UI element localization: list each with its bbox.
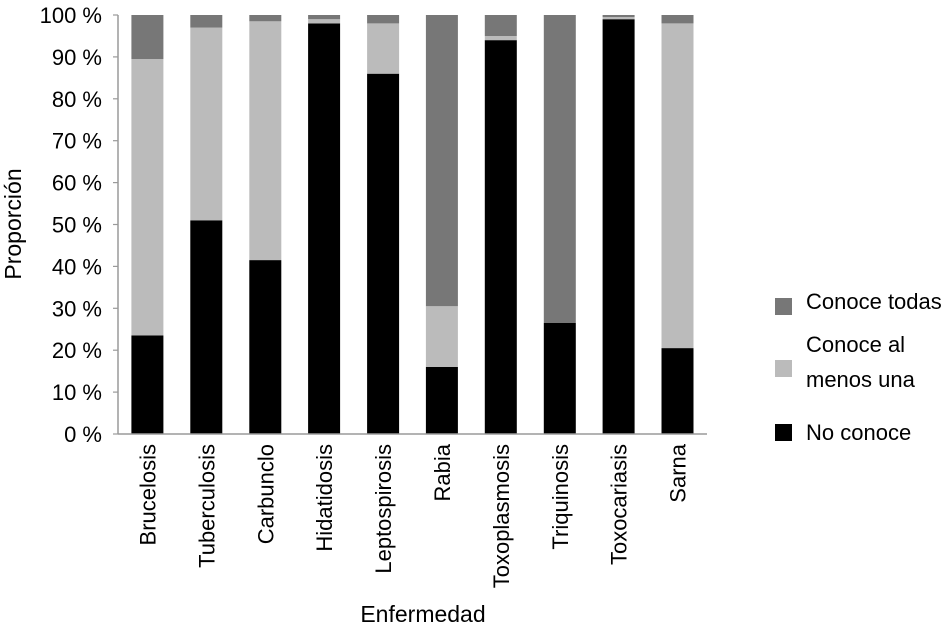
y-axis-title: Proporción	[0, 168, 26, 279]
bar-brucelosis-no-conoce	[131, 335, 164, 434]
bar-sarna-conoce-al-menos-una	[661, 23, 694, 349]
legend-label-conoce-todas: Conoce todas	[806, 289, 942, 314]
bar-tuberculosis-conoce-todas	[190, 15, 223, 28]
bar-rabia-conoce-todas	[425, 15, 458, 307]
bar-carbunclo-conoce-todas	[249, 15, 282, 22]
bar-carbunclo-no-conoce	[249, 260, 282, 434]
bar-toxoplasmosis-conoce-todas	[484, 15, 517, 36]
y-tick-label: 40 %	[52, 254, 102, 279]
x-tick-label-brucelosis: Brucelosis	[135, 444, 160, 545]
bar-hidatidosis-conoce-al-menos-una	[308, 19, 341, 24]
axes-layer	[113, 14, 707, 435]
y-tick-label: 70 %	[52, 129, 102, 154]
y-tick-label: 50 %	[52, 213, 102, 238]
x-tick-label-toxoplasmosis: Toxoplasmosis	[489, 444, 514, 588]
bar-hidatidosis-conoce-todas	[308, 15, 341, 20]
x-tick-label-toxocariasis: Toxocariasis	[607, 444, 632, 565]
y-tick-label: 10 %	[52, 380, 102, 405]
legend-swatch-no-conoce	[775, 424, 792, 441]
x-tick-label-triquinosis: Triquinosis	[548, 444, 573, 550]
y-tick-label: 100 %	[40, 3, 102, 28]
bar-toxocariasis-conoce-todas	[602, 15, 635, 18]
bar-carbunclo-conoce-al-menos-una	[249, 21, 282, 261]
y-tick-labels: 0 % 10 % 20 % 30 % 40 % 50 % 60 % 70 % 80 % 90 % 1…	[40, 3, 102, 447]
bar-hidatidosis-no-conoce	[308, 23, 341, 435]
bar-toxoplasmosis-no-conoce	[484, 40, 517, 434]
legend-label-no-conoce: No conoce	[806, 420, 911, 445]
y-tick-label: 80 %	[52, 87, 102, 112]
x-tick-label-leptospirosis: Leptospirosis	[371, 444, 396, 574]
bar-toxocariasis-no-conoce	[602, 19, 635, 434]
bar-toxoplasmosis-conoce-al-menos-una	[484, 36, 517, 41]
bar-rabia-no-conoce	[425, 367, 458, 434]
x-tick-label-tuberculosis: Tuberculosis	[194, 444, 219, 568]
y-tick-label: 30 %	[52, 296, 102, 321]
bar-leptospirosis-conoce-todas	[367, 15, 400, 24]
bar-brucelosis-conoce-al-menos-una	[131, 59, 164, 336]
x-tick-label-hidatidosis: Hidatidosis	[312, 444, 337, 552]
x-tick-label-carbunclo: Carbunclo	[253, 444, 278, 544]
x-tick-labels: Brucelosis Tuberculosis Carbunclo Hidatidos…	[135, 443, 690, 588]
x-tick-label-sarna: Sarna	[666, 443, 691, 502]
bar-triquinosis-no-conoce	[543, 323, 576, 434]
bar-triquinosis-conoce-todas	[543, 15, 576, 323]
legend-swatch-conoce-al-menos-una	[775, 360, 792, 377]
y-tick-label: 20 %	[52, 338, 102, 363]
bar-leptospirosis-conoce-al-menos-una	[367, 23, 400, 74]
bar-leptospirosis-no-conoce	[367, 73, 400, 434]
legend-label-conoce-al-menos-una: Conoce al	[806, 332, 905, 357]
y-tick-label: 60 %	[52, 171, 102, 196]
bar-tuberculosis-no-conoce	[190, 220, 223, 434]
bars-layer	[131, 15, 694, 435]
y-tick-label: 0 %	[64, 422, 102, 447]
bar-sarna-conoce-todas	[661, 15, 694, 24]
legend: Conoce todas Conoce al menos una No conoce	[775, 289, 942, 445]
bar-rabia-conoce-al-menos-una	[425, 306, 458, 367]
bar-sarna-no-conoce	[661, 348, 694, 434]
x-tick-label-rabia: Rabia	[430, 443, 455, 501]
legend-swatch-conoce-todas	[775, 298, 792, 315]
y-tick-label: 90 %	[52, 45, 102, 70]
legend-label-conoce-al-menos-una: menos una	[806, 367, 916, 392]
bar-tuberculosis-conoce-al-menos-una	[190, 27, 223, 221]
bar-brucelosis-conoce-todas	[131, 15, 164, 59]
x-axis-title: Enfermedad	[360, 601, 485, 627]
bar-toxocariasis-conoce-al-menos-una	[602, 17, 635, 20]
